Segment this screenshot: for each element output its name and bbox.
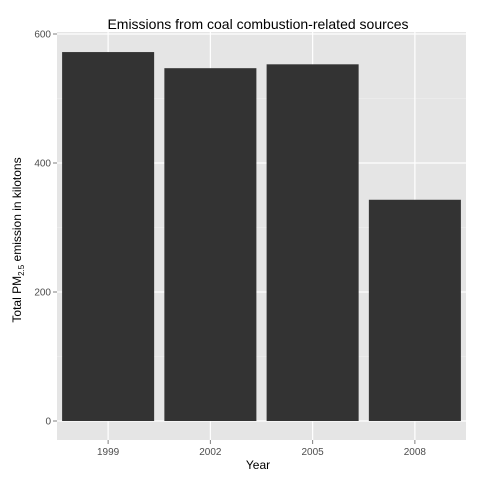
x-tick-label: 2002 [199,447,222,458]
chart-title: Emissions from coal combustion-related s… [107,16,408,32]
y-axis-title-subscript: 2.5 [17,264,26,276]
y-tick-label: 200 [34,288,51,299]
bar-1999 [62,52,155,422]
x-tick-label: 1999 [97,447,120,458]
y-tick-label: 600 [34,30,51,41]
x-axis-title: Year [246,458,270,472]
x-tick-label: 2008 [404,447,427,458]
x-tick-label: 2005 [302,447,325,458]
bar-2005 [266,64,359,421]
y-axis: 0 200 400 600 [34,30,57,428]
x-axis: 1999 2002 2005 2008 [97,440,426,458]
y-axis-title-prefix: Total PM [10,276,24,323]
bar-2002 [164,68,257,421]
y-tick-label: 400 [34,159,51,170]
y-tick-label: 0 [45,417,51,428]
y-axis-title: Total PM2.5 emission in kilotons [10,157,26,322]
bars [62,52,461,422]
y-axis-title-suffix: emission in kilotons [10,157,24,264]
bar-2008 [368,199,461,421]
